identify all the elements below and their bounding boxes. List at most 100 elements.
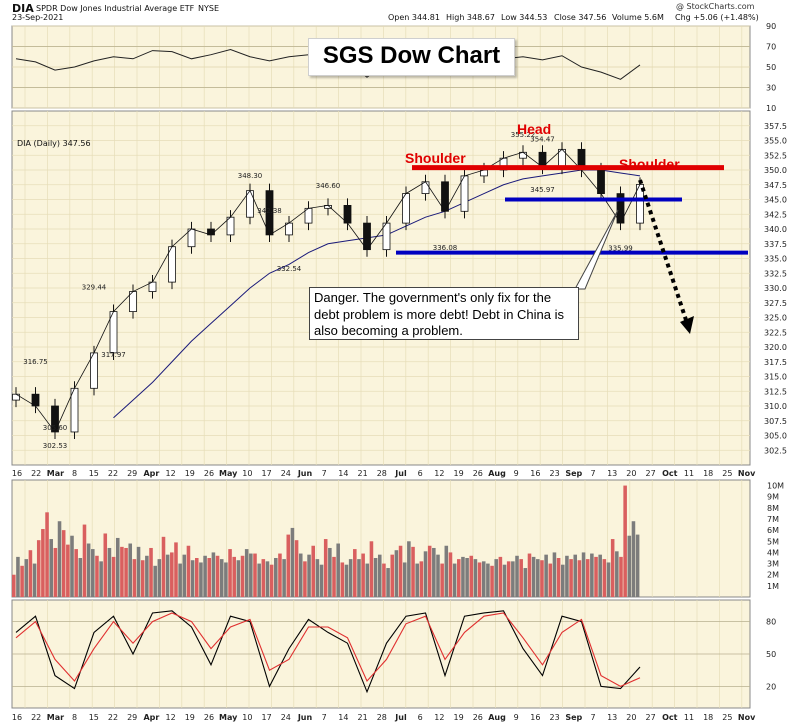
stochastic-panel: 80 50 20 16 22 Mar 8 15 22 29 Apr 12 19 26 May 10 17 24 Ju… [11,599,776,722]
volume-bar [249,553,253,597]
volume-bar [257,563,261,597]
volume-bar [619,556,623,597]
rsi-tick-label: 90 [766,22,776,31]
price-x-tick-label: 7 [322,469,327,478]
volume-bar [540,560,544,597]
volume-bar [274,558,278,597]
price-x-tick-label: Mar [47,469,64,478]
stoch-x-tick-label: 22 [31,713,41,722]
price-tick-label: 335.0 [764,255,787,264]
stoch-x-tick-label: 14 [338,713,348,722]
volume-bar [120,546,124,597]
volume-bar [194,558,199,597]
volume-bar [53,547,58,597]
volume-bar [398,545,403,597]
volume-bar [569,559,573,597]
volume-bar [211,552,216,597]
volume-bar [86,543,91,597]
stoch-x-tick-label: 23 [550,713,560,722]
volume-bar [531,556,536,597]
volume-tick-label: 9M [767,493,779,502]
price-tick-label: 350.0 [764,166,787,175]
stoch-x-tick-label: May [219,713,238,722]
candle-body [70,387,79,433]
stoch-slow-line [15,612,641,688]
stoch-x-tick-label: Sep [565,713,582,722]
volume-bar [57,521,62,597]
volume-bar [390,554,395,597]
close-line [15,148,641,433]
symbol: DIA [12,2,34,15]
stoch-x-tick-label: 19 [185,713,195,722]
price-tick-label: 320.0 [764,343,787,352]
price-data-label: 329.44 [82,283,107,291]
volume-bar [107,547,112,597]
volume-bar [432,547,436,597]
stoch-x-tick-label: 11 [684,713,694,722]
volume-bar [436,554,440,597]
callout-pointer [574,209,619,290]
volume-bar [70,535,74,597]
stoch-x-tick-label: 17 [262,713,272,722]
price-data-label: 336.08 [433,244,458,252]
volume-bar [269,564,274,597]
volume-tick-label: 3M [767,560,779,569]
volume-bar [590,553,594,597]
price-tick-label: 352.5 [764,151,787,160]
volume-bar [99,561,103,597]
volume-bar [423,551,428,597]
volume-bar [174,542,178,597]
volume-bar [128,543,133,597]
candle-body [168,246,176,283]
stoch-x-tick-label: 26 [473,713,483,722]
volume-bar [369,541,374,597]
volume-bar [219,559,224,597]
stoch-x-tick-label: 9 [514,713,519,722]
volume-bar [95,555,99,597]
volume-bar [41,529,45,597]
volume-bar [290,527,295,597]
stoch-x-tick-label: 6 [418,713,423,722]
price-tick-label: 310.0 [764,402,787,411]
candle-body [109,311,118,354]
candle-body [90,352,98,389]
volume-bar [623,485,627,597]
volume-bar [615,551,619,597]
volume-bar [190,560,195,597]
price-tick-label: 330.0 [764,284,787,293]
price-tick-label: 355.0 [764,137,787,146]
volume-bar [323,539,328,597]
price-x-tick-label: 26 [473,469,483,478]
price-x-tick-label: 16 [12,469,22,478]
price-x-tick-label: 11 [684,469,694,478]
volume-bar [311,545,316,597]
price-x-tick-label: 18 [703,469,713,478]
volume-bar [452,563,457,597]
stoch-tick-label: 80 [766,618,776,627]
price-x-tick-label: Sep [565,469,582,478]
open-value: Open 344.81 [388,13,440,22]
price-data-label: 346.60 [316,182,341,190]
stoch-x-tick-label: 19 [454,713,464,722]
volume-bar [477,562,482,597]
stoch-x-tick-label: 18 [703,713,713,722]
stoch-x-tick-label: 25 [722,713,732,722]
volume-bar [182,554,187,597]
volume-bar [411,546,415,597]
price-tick-label: 327.5 [764,299,787,308]
stoch-x-tick-label: 27 [646,713,656,722]
volume-bar [457,559,461,597]
price-x-tick-label: May [219,469,238,478]
stoch-x-tick-label: 24 [281,713,291,722]
stoch-x-tick-label: 8 [72,713,77,722]
volume-bar [552,552,557,597]
volume-tick-label: 6M [767,526,779,535]
volume-bar [556,558,561,597]
volume-bar [631,521,636,597]
price-x-tick-label: 29 [127,469,137,478]
price-x-tick-label: 17 [262,469,272,478]
stoch-x-tick-label: 20 [626,713,636,722]
change-value: Chg +5.06 (+1.48%) [675,13,759,22]
volume-bar [244,549,249,597]
rsi-tick-label: 70 [766,43,776,52]
